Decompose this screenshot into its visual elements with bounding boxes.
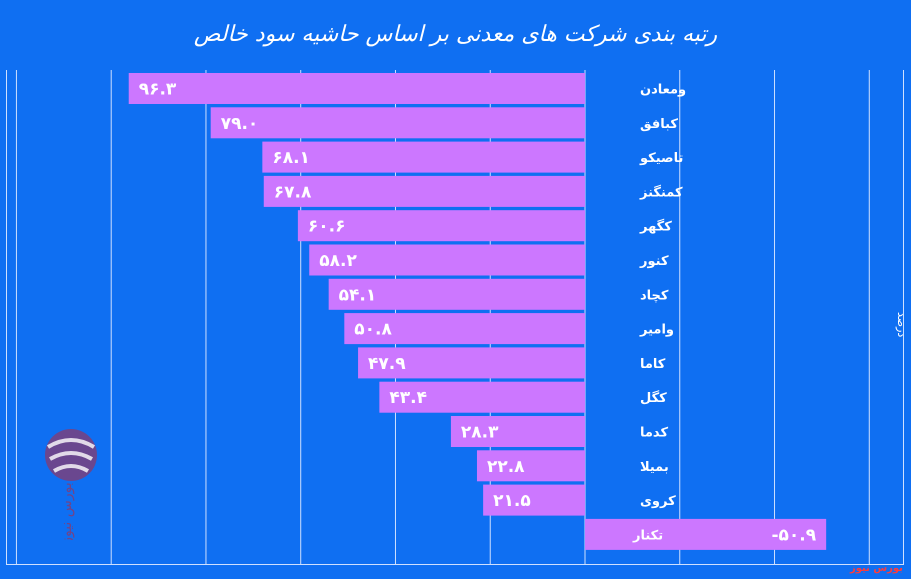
value-label: ۷۹.۰ (221, 114, 259, 134)
category-label: کمنگنز (639, 184, 683, 200)
bars (128, 73, 827, 550)
bar (344, 313, 585, 345)
value-label: ۵۴.۱ (339, 285, 377, 305)
bar (128, 73, 586, 104)
bar (450, 416, 585, 447)
category-label: کاما (640, 357, 666, 372)
bar (263, 175, 585, 207)
value-label: ۲۸.۳ (461, 423, 499, 443)
category-label: کروی (640, 494, 676, 509)
category-label: تکنار (632, 528, 663, 543)
bar (328, 278, 585, 310)
value-label: ۶۰.۶ (308, 217, 346, 237)
bar (476, 450, 585, 482)
watermark-text: بورس نیوز (59, 482, 75, 540)
value-label: ۵۸.۲ (319, 251, 357, 271)
value-label: ۵۰.۸ (354, 320, 392, 340)
bar (585, 518, 827, 550)
bar (483, 484, 585, 516)
category-label: تاصیکو (639, 151, 683, 166)
bar (309, 244, 585, 276)
category-label: کگهر (639, 219, 672, 235)
value-label: ۴۷.۹ (368, 354, 406, 374)
bar (297, 210, 585, 242)
value-label: ۶۸.۱ (272, 148, 310, 168)
value-label: -۵۰.۹ (772, 525, 817, 545)
category-label: بمیلا (640, 460, 669, 475)
bar (379, 381, 585, 413)
category-label: کچاد (640, 288, 669, 303)
bar (358, 347, 585, 379)
category-labels: ومعادن کبافق تاصیکو کمنگنز کگهر کنور کچاد وامیر… (632, 83, 686, 544)
y-axis-label: درصد (895, 312, 908, 338)
value-label: ۲۲.۸ (487, 457, 525, 477)
category-label: کبافق (640, 117, 678, 132)
chart-title: رتبه بندی شرکت های معدنی بر اساس حاشیه س… (193, 22, 718, 47)
category-label: کگل (640, 390, 667, 406)
value-label: ۲۱.۵ (493, 491, 531, 511)
category-label: کنور (639, 254, 669, 269)
watermark-logo: بورس نیوز (45, 429, 97, 540)
source-label: بورس نیوز (850, 563, 903, 574)
category-label: کدما (640, 426, 668, 441)
plot-area-border (6, 70, 904, 565)
value-label: ۶۷.۸ (274, 182, 312, 202)
category-label: وامیر (639, 323, 674, 338)
value-labels: ۹۶.۳ ۷۹.۰ ۶۸.۱ ۶۷.۸ ۶۰.۶ ۵۸.۲ ۵۴.۱ ۵۰.۸ ۴۷.۹ ۴۳.۴… (139, 80, 817, 546)
category-label: ومعادن (640, 83, 686, 98)
value-label: ۹۶.۳ (139, 80, 177, 100)
value-label: ۴۳.۴ (389, 388, 427, 408)
bar (262, 141, 585, 173)
bar (210, 107, 585, 139)
